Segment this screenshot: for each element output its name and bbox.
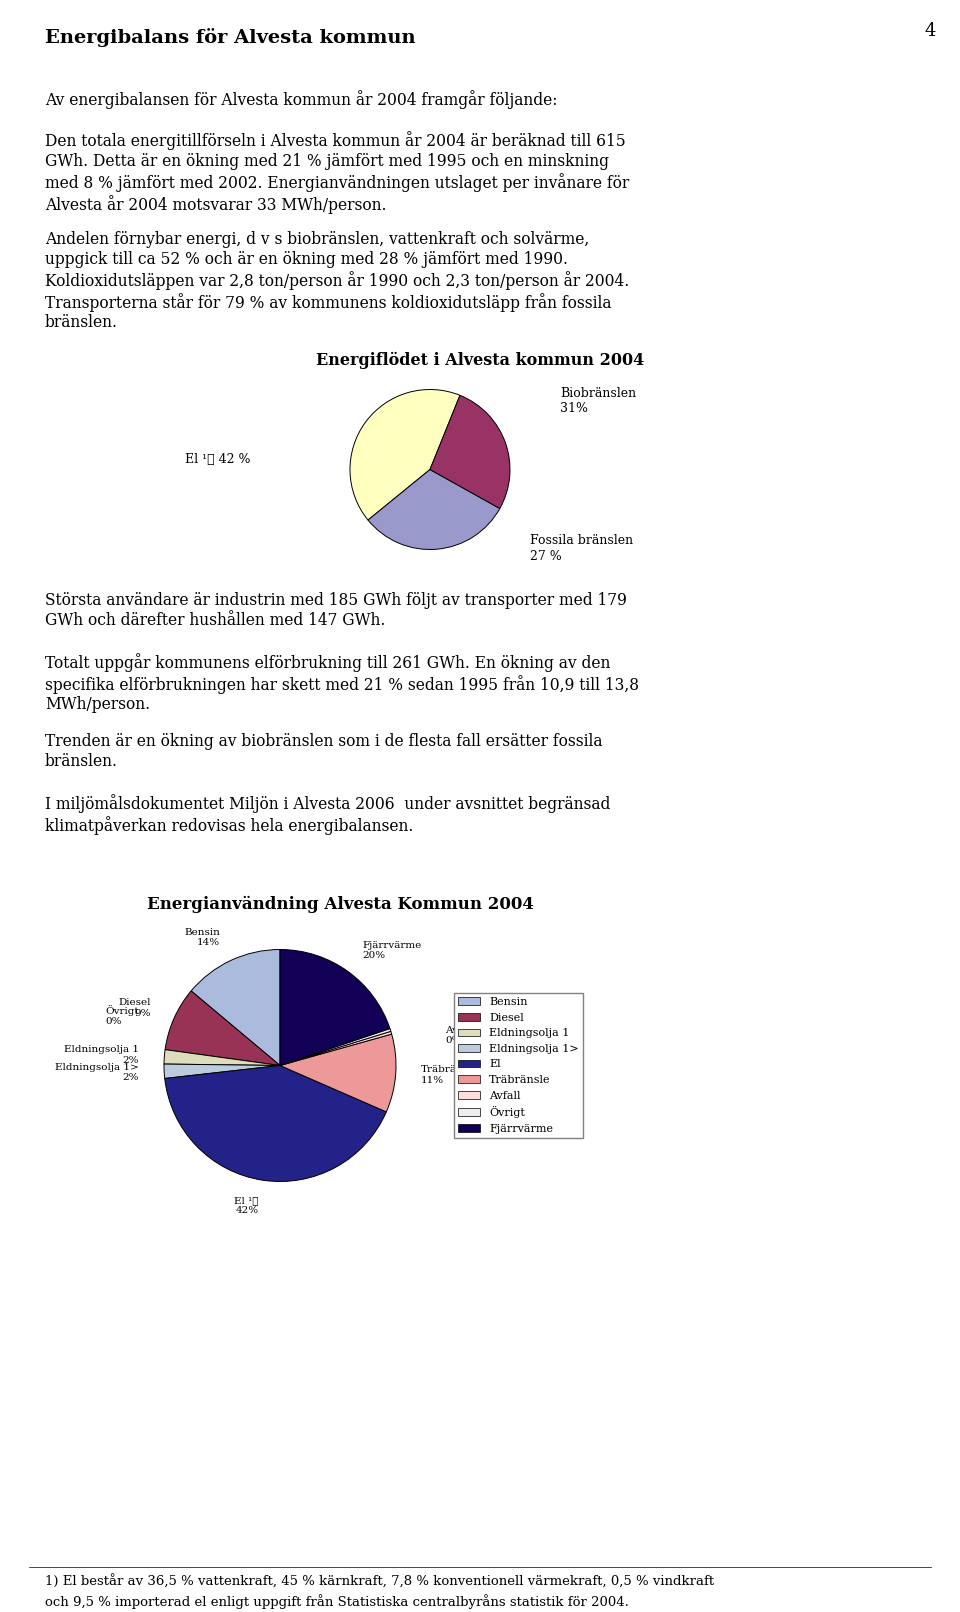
Text: El ¹⧣ 42 %: El ¹⧣ 42 % xyxy=(185,453,251,466)
Text: Fjärrvärme
20%: Fjärrvärme 20% xyxy=(363,941,421,961)
Text: Största användare är industrin med 185 GWh följt av transporter med 179
GWh och : Största användare är industrin med 185 G… xyxy=(45,592,627,629)
Text: Eldningsolja 1
2%: Eldningsolja 1 2% xyxy=(64,1045,139,1064)
Text: 4: 4 xyxy=(924,23,936,40)
Wedge shape xyxy=(164,1049,280,1066)
Wedge shape xyxy=(165,991,280,1066)
Text: Träbränsle
11%: Träbränsle 11% xyxy=(421,1066,479,1085)
Text: Bensin
14%: Bensin 14% xyxy=(184,927,220,946)
Legend: Bensin, Diesel, Eldningsolja 1, Eldningsolja 1>, El, Träbränsle, Avfall, Övrigt,: Bensin, Diesel, Eldningsolja 1, Eldnings… xyxy=(454,993,584,1138)
Wedge shape xyxy=(165,1066,386,1182)
Text: Energiflödet i Alvesta kommun 2004: Energiflödet i Alvesta kommun 2004 xyxy=(316,351,644,369)
Text: Den totala energitillförseln i Alvesta kommun år 2004 är beräknad till 615
GWh. : Den totala energitillförseln i Alvesta k… xyxy=(45,132,629,214)
Wedge shape xyxy=(280,949,390,1066)
Wedge shape xyxy=(191,949,280,1066)
Wedge shape xyxy=(368,469,500,550)
Wedge shape xyxy=(280,1032,392,1066)
Wedge shape xyxy=(430,395,510,508)
Wedge shape xyxy=(350,390,460,521)
Text: I miljömålsdokumentet Miljön i Alvesta 2006  under avsnittet begränsad
klimatpåv: I miljömålsdokumentet Miljön i Alvesta 2… xyxy=(45,795,611,835)
Text: Avfall
0%: Avfall 0% xyxy=(445,1025,474,1045)
Text: El ¹⧣
42%: El ¹⧣ 42% xyxy=(234,1196,259,1215)
Wedge shape xyxy=(280,1028,391,1066)
Text: Av energibalansen för Alvesta kommun år 2004 framgår följande:: Av energibalansen för Alvesta kommun år … xyxy=(45,90,558,110)
Text: Diesel
9%: Diesel 9% xyxy=(118,998,151,1017)
Text: Fossila bränslen
27 %: Fossila bränslen 27 % xyxy=(530,535,634,563)
Text: Energianvändning Alvesta Kommun 2004: Energianvändning Alvesta Kommun 2004 xyxy=(147,896,534,912)
Wedge shape xyxy=(280,1033,396,1112)
Text: 1) El består av 36,5 % vattenkraft, 45 % kärnkraft, 7,8 % konventionell värmekra: 1) El består av 36,5 % vattenkraft, 45 %… xyxy=(45,1575,714,1589)
Text: Biobränslen
31%: Biobränslen 31% xyxy=(560,387,636,414)
Text: Andelen förnybar energi, d v s biobränslen, vattenkraft och solvärme,
uppgick ti: Andelen förnybar energi, d v s biobränsl… xyxy=(45,232,629,332)
Text: Totalt uppgår kommunens elförbrukning till 261 GWh. En ökning av den
specifika e: Totalt uppgår kommunens elförbrukning ti… xyxy=(45,653,639,714)
Wedge shape xyxy=(164,1064,280,1078)
Text: Eldningsolja 1>
2%: Eldningsolja 1> 2% xyxy=(55,1062,138,1082)
Text: och 9,5 % importerad el enligt uppgift från Statistiska centralbyråns statistik : och 9,5 % importerad el enligt uppgift f… xyxy=(45,1594,629,1609)
Text: Energibalans för Alvesta kommun: Energibalans för Alvesta kommun xyxy=(45,27,416,47)
Text: Trenden är en ökning av biobränslen som i de flesta fall ersätter fossila
bränsl: Trenden är en ökning av biobränslen som … xyxy=(45,733,603,771)
Text: Övrigt
0%: Övrigt 0% xyxy=(105,1004,138,1027)
